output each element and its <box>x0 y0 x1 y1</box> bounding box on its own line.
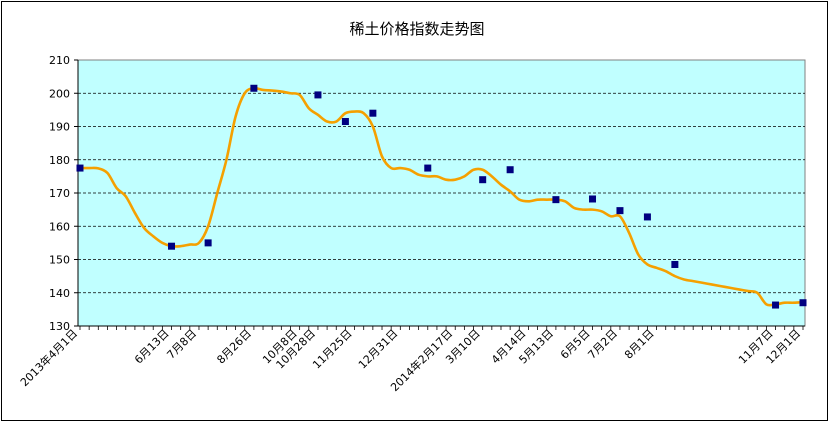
data-point-marker <box>250 84 258 92</box>
series-line <box>78 86 805 307</box>
x-tick-label: 12月31日 <box>356 327 401 372</box>
y-tick-label: 170 <box>49 187 70 200</box>
data-point-marker <box>671 260 679 268</box>
data-point-marker <box>314 91 322 99</box>
data-point-marker <box>168 242 176 250</box>
x-tick-label: 2013年4月1日 <box>17 326 80 389</box>
chart-title: 稀土价格指数走势图 <box>349 20 484 38</box>
y-tick-label: 190 <box>49 121 70 134</box>
data-point-marker <box>424 164 432 172</box>
data-point-marker <box>616 207 624 215</box>
series-group <box>76 84 807 309</box>
data-point-marker <box>799 299 807 307</box>
y-tick-label: 200 <box>49 87 70 100</box>
gridlines <box>78 92 805 294</box>
y-tick-label: 180 <box>49 154 70 167</box>
x-tick-label: 7月8日 <box>164 327 199 362</box>
x-tick-label: 8月26日 <box>214 327 254 367</box>
data-point-marker <box>552 196 560 204</box>
y-tick-label: 210 <box>49 54 70 67</box>
x-tick-label: 7月2日 <box>585 327 620 362</box>
x-tick-label: 6月5日 <box>558 327 593 362</box>
x-tick-label: 11月25日 <box>310 327 355 372</box>
data-point-marker <box>506 166 514 174</box>
data-point-marker <box>341 118 349 126</box>
data-point-marker <box>589 195 597 203</box>
data-point-marker <box>772 301 780 309</box>
y-tick-label: 130 <box>49 320 70 333</box>
y-tick-label: 160 <box>49 220 70 233</box>
x-tick-label: 6月13日 <box>132 327 172 367</box>
data-point-marker <box>204 239 212 247</box>
data-point-marker <box>479 176 487 184</box>
y-tick-label: 140 <box>49 287 70 300</box>
data-point-marker <box>76 164 84 172</box>
y-tick-label: 150 <box>49 254 70 267</box>
y-axis: 130 140 150 160 170 180 190 200 210 <box>49 54 79 333</box>
x-tick-label: 8月1日 <box>622 327 657 362</box>
data-point-marker <box>643 213 651 221</box>
data-point-marker <box>369 109 377 117</box>
